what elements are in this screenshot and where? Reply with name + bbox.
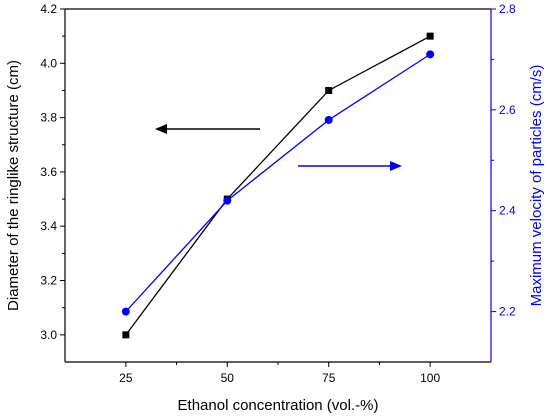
arrow-right-head <box>390 161 402 171</box>
x-tick-label: 100 <box>420 371 440 385</box>
y-left-tick-label: 3.6 <box>40 165 57 179</box>
series-1-line <box>125 53 431 313</box>
arrow-left-head <box>155 124 167 134</box>
series-0-point <box>122 331 130 339</box>
x-axis-title: Ethanol concentration (vol.-%) <box>178 397 379 414</box>
y-right-tick-label: 2.2 <box>499 305 516 319</box>
y-left-tick-label: 3.0 <box>40 328 57 342</box>
y-right-tick-label: 2.6 <box>499 103 516 117</box>
series-0-point <box>426 32 434 40</box>
y-axis-left-title: Diameter of the ringlike structure (cm) <box>5 60 22 311</box>
y-axis-right-title: Maximum velocity of particles (cm/s) <box>528 65 545 307</box>
series-layer <box>121 32 435 339</box>
series-1-point <box>324 115 333 124</box>
series-0-point <box>325 86 333 94</box>
y-left-tick-label: 4.0 <box>40 56 57 70</box>
x-tick-label: 75 <box>322 371 336 385</box>
x-tick-label: 50 <box>221 371 235 385</box>
series-0-line <box>125 35 431 336</box>
axes-layer: 25 50 75 100 3.0 3.2 3.4 3.6 3.8 4.0 4.2 2.2 2.4 2.6 2… <box>40 2 516 385</box>
series-1-point <box>121 307 130 316</box>
annotation-layer <box>155 124 402 171</box>
series-1-point <box>223 196 232 205</box>
y-right-tick-label: 2.4 <box>499 204 516 218</box>
y-right-tick-label: 2.8 <box>499 2 516 16</box>
x-tick-label: 25 <box>119 371 133 385</box>
series-1-point <box>426 50 435 59</box>
y-left-tick-label: 3.8 <box>40 111 57 125</box>
y-left-tick-label: 3.2 <box>40 274 57 288</box>
y-left-tick-label: 3.4 <box>40 219 57 233</box>
y-left-tick-label: 4.2 <box>40 2 57 16</box>
